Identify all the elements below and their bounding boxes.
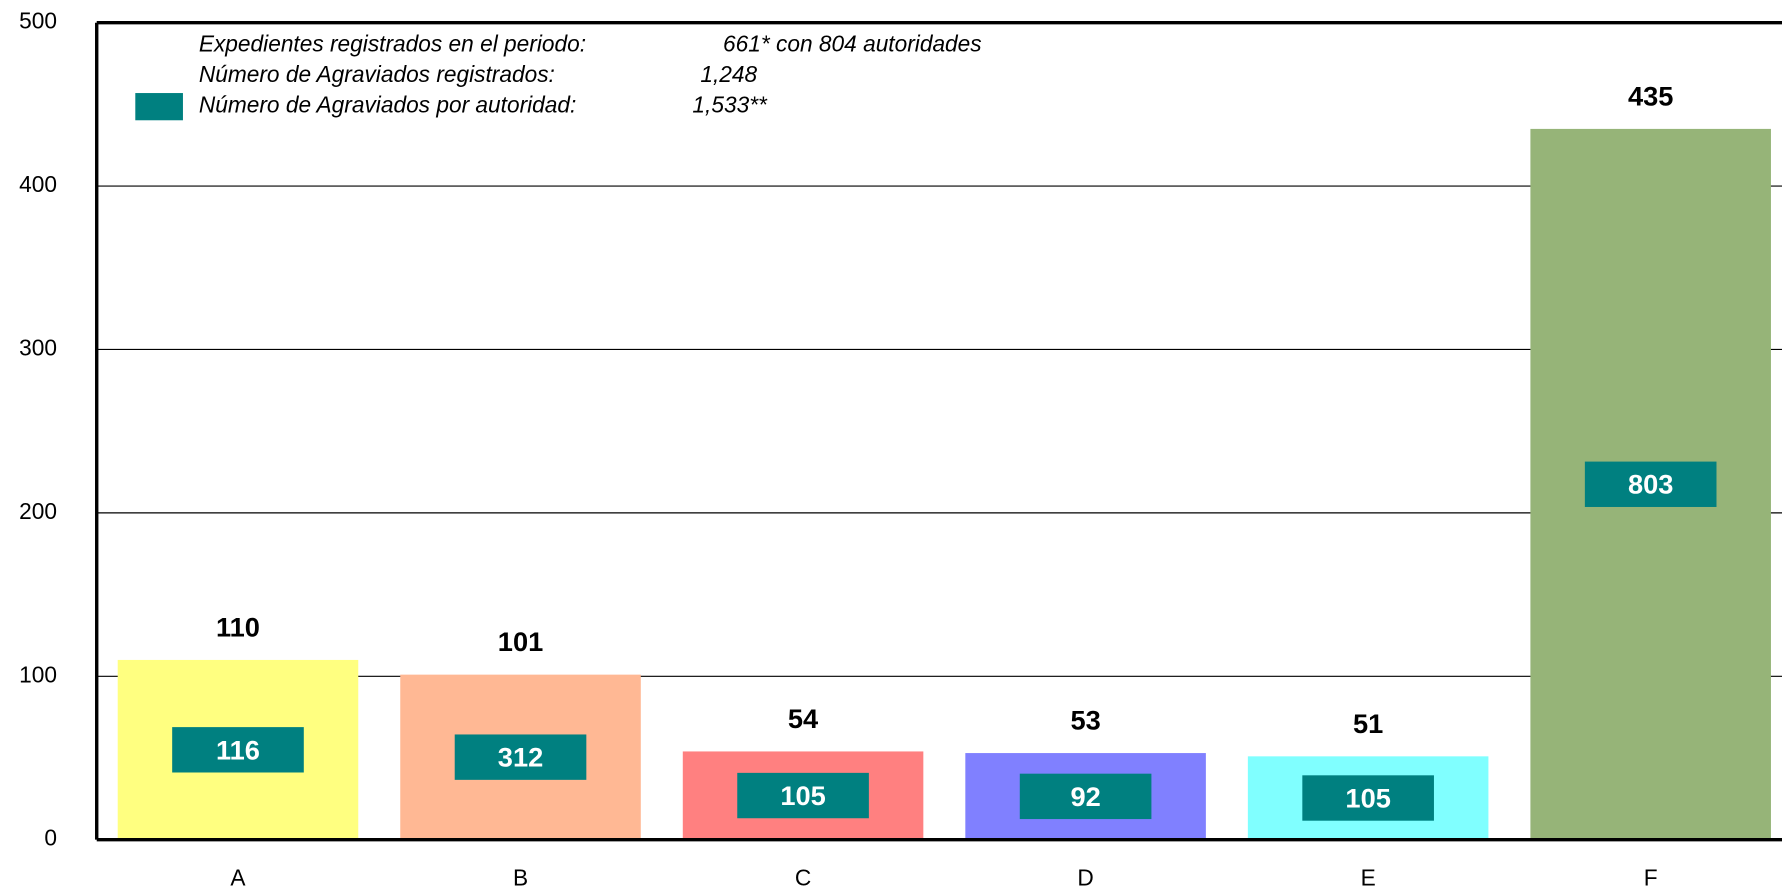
value-label: 101 bbox=[498, 626, 543, 657]
y-tick-label: 200 bbox=[19, 498, 57, 524]
value-box bbox=[737, 772, 869, 819]
y-tick-label: 500 bbox=[19, 8, 57, 34]
value-box-label: 92 bbox=[1070, 781, 1100, 812]
note-label: Número de Agraviados registrados: bbox=[199, 61, 555, 87]
x-tick-label: D bbox=[1077, 864, 1093, 890]
y-tick-label: 400 bbox=[19, 171, 57, 197]
y-tick-label: 300 bbox=[19, 334, 57, 360]
value-label: 54 bbox=[788, 703, 818, 734]
value-box-label: 116 bbox=[216, 734, 260, 765]
value-box bbox=[172, 727, 304, 773]
legend-value: 1,533** bbox=[692, 92, 768, 118]
value-box bbox=[1584, 461, 1717, 507]
value-label: 435 bbox=[1628, 80, 1673, 111]
legend-label: Número de Agraviados por autoridad: bbox=[199, 92, 577, 118]
value-box-label: 105 bbox=[1345, 782, 1390, 813]
note-label: Expedientes registrados en el periodo: bbox=[199, 30, 586, 56]
value-box bbox=[454, 734, 587, 780]
value-label: 110 bbox=[216, 611, 260, 642]
value-box-label: 803 bbox=[1628, 469, 1673, 500]
note-value: 661* con 804 autoridades bbox=[723, 30, 982, 56]
x-tick-label: C bbox=[795, 864, 811, 890]
value-label: 51 bbox=[1353, 708, 1383, 739]
value-label: 53 bbox=[1070, 705, 1100, 736]
note-value: 1,248 bbox=[700, 61, 757, 87]
y-tick-label: 100 bbox=[19, 661, 57, 687]
value-box bbox=[1302, 775, 1434, 821]
x-tick-label: B bbox=[513, 864, 528, 890]
y-tick-label: 0 bbox=[44, 825, 57, 851]
x-tick-label: E bbox=[1361, 864, 1376, 890]
value-box-label: 312 bbox=[498, 742, 543, 773]
x-tick-label: F bbox=[1644, 864, 1658, 890]
value-box bbox=[1019, 773, 1152, 820]
value-box-label: 105 bbox=[780, 780, 825, 811]
x-tick-label: A bbox=[230, 864, 246, 890]
legend-swatch bbox=[135, 93, 183, 121]
